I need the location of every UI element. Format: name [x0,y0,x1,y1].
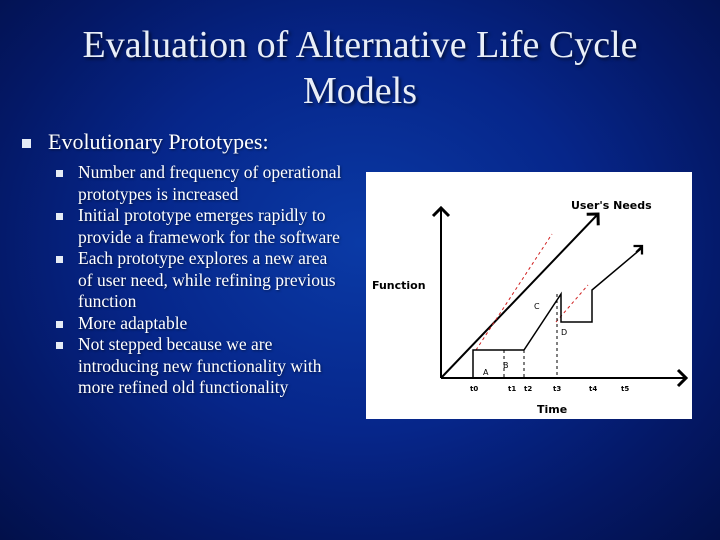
red-dashed-line-1 [475,233,553,351]
sub-bullet-item: Initial prototype emerges rapidly to pro… [56,205,346,248]
evolutionary-prototype-diagram: User's Needs Function Time A B C D t0 t1… [366,172,692,419]
tick-label-t4: t4 [589,385,597,393]
sub-bullet-text: Each prototype explores a new area of us… [78,248,336,311]
tick-label-t3: t3 [553,385,561,393]
sub-bullet-text: Not stepped because we are introducing n… [78,334,322,397]
sub-bullet-item: Not stepped because we are introducing n… [56,334,346,399]
point-d-label: D [561,328,567,337]
prototype-path [472,247,643,378]
bullet-square-icon [56,320,63,328]
bullet-square-icon [56,256,63,263]
prototype-path-end [633,244,644,255]
users-needs-label: User's Needs [571,199,652,212]
sub-bullet-item: Each prototype explores a new area of us… [56,248,346,313]
tick-label-t5: t5 [621,385,629,393]
slide-title: Evaluation of Alternative Life Cycle Mod… [82,24,638,112]
diagram-svg: User's Needs Function Time A B C D t0 t1… [372,199,689,416]
tick-label-t0: t0 [470,385,478,393]
users-needs-line [440,212,600,379]
sub-bullet-text: More adaptable [78,312,188,333]
bullet-square-icon [22,139,31,148]
point-a-label: A [483,368,489,377]
tick-label-t1: t1 [508,385,516,393]
sub-bullet-list: Number and frequency of operational prot… [56,162,346,399]
main-bullet-text: Evolutionary Prototypes: [48,129,269,154]
time-label: Time [537,403,567,416]
bullet-square-icon [56,342,63,349]
sub-bullet-text: Initial prototype emerges rapidly to pro… [78,205,340,247]
tick-label-t2: t2 [524,385,532,393]
sub-bullet-item: More adaptable [56,313,346,335]
sub-bullet-item: Number and frequency of operational prot… [56,162,346,205]
sub-bullet-text: Number and frequency of operational prot… [78,162,342,204]
point-b-label: B [503,361,509,370]
bullet-square-icon [56,213,63,220]
bullet-square-icon [56,170,63,177]
function-label: Function [372,279,426,292]
point-c-label: C [534,302,540,311]
